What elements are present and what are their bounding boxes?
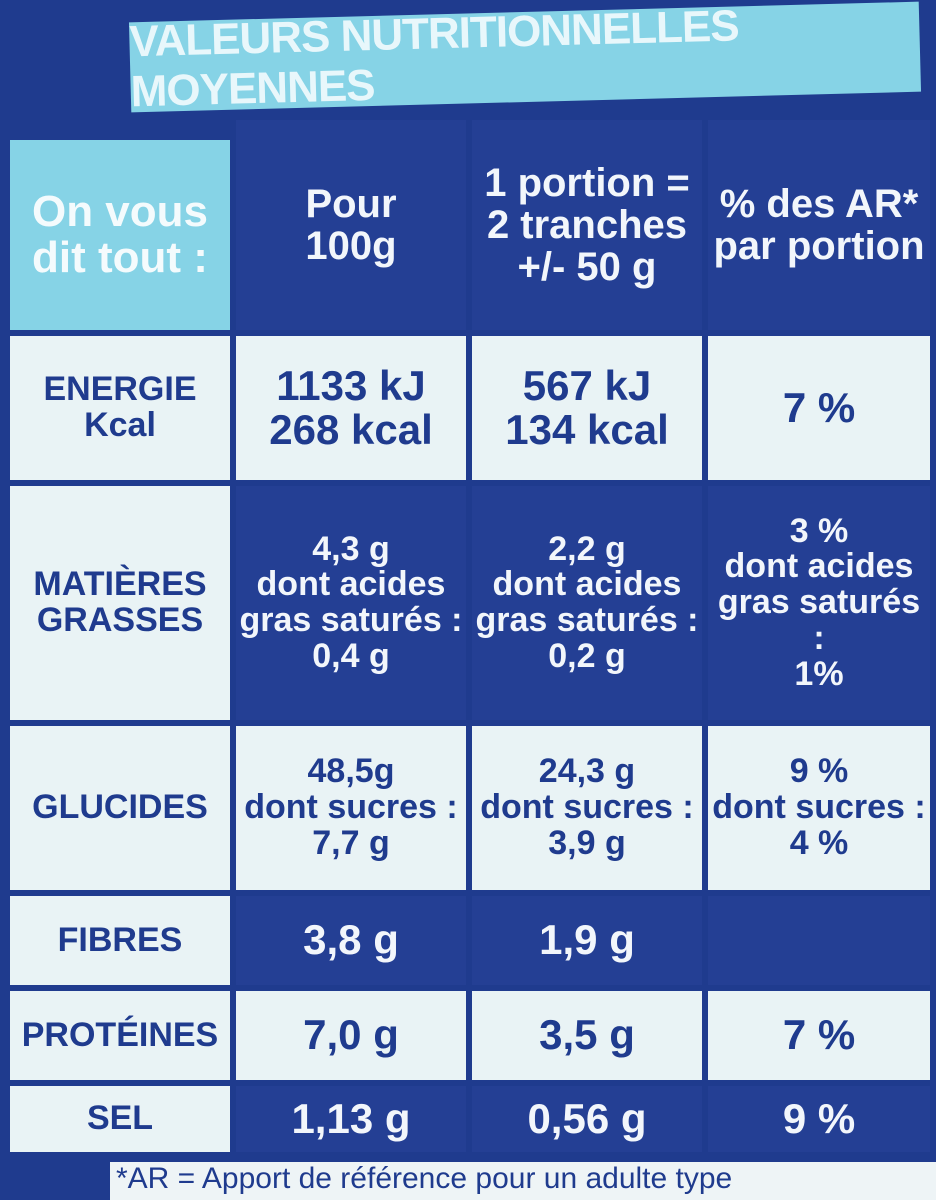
cell-line: par portion [713,224,925,268]
table-cell: Pour 100g [236,120,466,330]
cell-line: MATIÈRES [33,565,207,604]
cell-line: 7 % [782,1011,856,1059]
cell-line: 0,4 g [312,636,390,675]
cell-line: PROTÉINES [21,1015,219,1054]
table-cell: 0,56 g [472,1086,702,1152]
cell-line: gras saturés : [717,583,921,657]
cell-line: 7 % [782,383,856,431]
table-cell: On vous dit tout : [10,140,230,330]
cell-line: FIBRES [57,920,183,959]
table-cell: % des AR* par portion [708,120,930,330]
table-cell: MATIÈRES GRASSES [10,486,230,720]
table-cell: 7 % [708,991,930,1080]
cell-line: 567 kJ [522,361,652,409]
cell-line: 1133 kJ [276,361,426,409]
table-cell: 3,5 g [472,991,702,1080]
cell-line: gras saturés : [239,601,463,639]
table-cell: 1,13 g [236,1086,466,1152]
cell-line: 2 tranches [486,203,688,247]
cell-line: 134 kcal [505,406,669,453]
table-cell: 24,3 g dont sucres :3,9 g [472,726,702,890]
cell-line: gras saturés : [475,601,699,639]
table-cell: 1133 kJ 268 kcal [236,336,466,480]
cell-line: 0,2 g [548,636,626,675]
cell-line: 1% [794,654,844,693]
table-cell: 4,3 g dont acides gras saturés :0,4 g [236,486,466,720]
cell-line: dont sucres : [712,788,926,827]
cell-line: % des AR* [719,182,919,226]
cell-line: 3,9 g [548,823,626,862]
table-cell: 9 % [708,1086,930,1152]
cell-line: 48,5g [307,752,395,791]
table-cell: SEL [10,1086,230,1152]
table-cell: 7 % [708,336,930,480]
table-cell: FIBRES [10,896,230,985]
cell-line: 4,3 g [312,529,390,568]
table-cell: 7,0 g [236,991,466,1080]
table-cell: 1,9 g [472,896,702,985]
cell-line: 1,13 g [291,1094,411,1142]
cell-line: 9 % [789,752,849,791]
cell-line: dont acides [492,565,682,604]
cell-line: dont acides [256,565,446,604]
cell-line: 7,7 g [312,823,390,862]
cell-line: 2,2 g [548,529,626,568]
table-cell: 3,8 g [236,896,466,985]
cell-line: GLUCIDES [32,788,208,827]
cell-line: dont sucres : [244,788,458,827]
cell-line: dont acides [724,547,914,586]
cell-line: GRASSES [36,601,204,639]
cell-line: 3 % [789,511,849,550]
cell-line: Pour [305,182,397,226]
table-cell: ENERGIE Kcal [10,336,230,480]
cell-line: +/- 50 g [517,245,657,289]
cell-line: 1 portion = [484,161,690,205]
table-cell: 9 % dont sucres :4 % [708,726,930,890]
cell-line: dont sucres : [480,788,694,827]
title: VALEURS NUTRITIONNELLES MOYENNES [129,1,922,116]
cell-line: 7,0 g [303,1011,399,1059]
cell-line: 100g [305,224,397,268]
table-cell: PROTÉINES [10,991,230,1080]
cell-line: 9 % [782,1094,856,1142]
cell-line: ENERGIE [43,370,197,409]
footnote: *AR = Apport de référence pour un adulte… [110,1162,936,1200]
cell-line: 4 % [789,823,849,862]
table-cell: GLUCIDES [10,726,230,890]
cell-line: On vous [31,186,209,236]
cell-line: 3,5 g [539,1011,635,1059]
cell-line: Kcal [84,406,156,444]
cell-line: 24,3 g [538,752,636,791]
cell-line: dit tout : [32,233,208,282]
table-cell: 48,5g dont sucres :7,7 g [236,726,466,890]
table-cell: 1 portion = 2 tranches +/- 50 g [472,120,702,330]
cell-line: SEL [86,1099,154,1138]
table-cell: 567 kJ 134 kcal [472,336,702,480]
cell-line: 0,56 g [527,1094,647,1142]
table-cell [708,896,930,985]
cell-line: 3,8 g [303,916,399,964]
cell-line: 268 kcal [269,406,433,453]
table-cell: 2,2 g dont acides gras saturés :0,2 g [472,486,702,720]
cell-line: 1,9 g [539,916,635,964]
table-cell: 3 % dont acides gras saturés :1% [708,486,930,720]
